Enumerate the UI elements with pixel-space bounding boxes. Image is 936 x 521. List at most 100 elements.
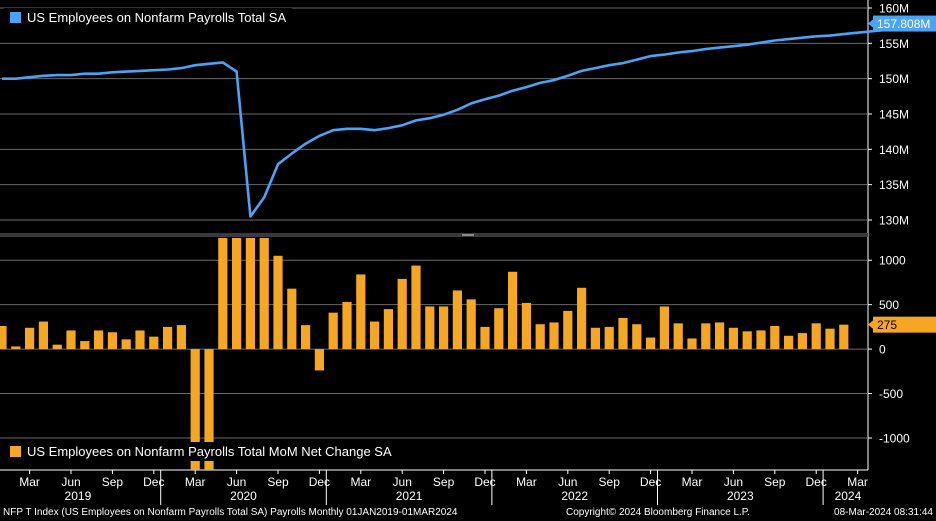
x-year-label: 2022 [561,489,588,503]
x-month-label: Mar [516,475,537,489]
bar [673,323,683,350]
bar [508,271,518,350]
line-ytick-label: 130M [879,213,909,227]
bar [646,337,656,350]
bar [301,325,311,350]
x-month-label: Mar [185,475,206,489]
bar-last-value-pointer [868,319,874,330]
bar [121,339,131,350]
x-month-label: Sep [599,475,621,489]
bar [632,324,642,350]
bar [107,332,117,350]
bar-ytick-label: 1000 [879,254,906,268]
footer-copyright: Copyright© 2024 Bloomberg Finance L.P. [566,507,750,518]
bar [0,326,7,350]
line-ytick-label: 145M [879,107,909,121]
bar [563,310,573,350]
bar [66,330,76,350]
x-month-label: Mar [19,475,40,489]
panel-divider [0,233,868,237]
line-ytick-label: 135M [879,178,909,192]
line-last-value-label: 157.808M [877,17,930,31]
bar [618,318,628,350]
bar [811,323,821,350]
line-legend-label: US Employees on Nonfarm Payrolls Total S… [27,10,287,25]
x-month-label: Mar [350,475,371,489]
bar-last-value-label: 275 [877,318,897,332]
x-month-label: Jun [393,475,412,489]
line-legend-swatch [10,12,21,23]
bar [11,346,21,350]
bar-ytick-label: 0 [879,343,886,357]
bar [494,308,504,350]
bar [80,341,90,350]
x-month-label: Jun [724,475,743,489]
footer-source: NFP T Index (US Employees on Nonfarm Pay… [3,507,458,518]
x-year-label: 2024 [835,489,862,503]
bar [439,306,449,350]
x-month-label: Sep [267,475,289,489]
bar-last-value-box [873,316,936,333]
bar [452,290,462,350]
x-year-label: 2023 [727,489,754,503]
line-legend: US Employees on Nonfarm Payrolls Total S… [4,8,293,27]
bar [218,238,228,350]
bar [383,309,393,350]
chart-canvas: 130M 135M 140M 145M 150M 155M 160M -1000 -500 0 50… [0,0,936,505]
bar [687,338,697,350]
x-month-label: Mar [847,475,868,489]
bar [204,349,214,470]
bar [839,324,849,350]
bar [797,333,807,350]
line-last-value-box [873,15,936,32]
bar [328,312,338,350]
x-month-label: Dec [309,475,330,489]
bar [659,306,669,350]
bar [163,326,173,350]
bar [604,326,614,350]
bar-legend: US Employees on Nonfarm Payrolls Total M… [4,442,398,461]
bar [314,349,324,371]
bar-ytick-label: 500 [879,298,899,312]
bar [770,326,780,350]
bar [715,322,725,350]
x-month-label: Sep [764,475,786,489]
line-ytick-label: 140M [879,143,909,157]
bar [176,325,186,350]
bar-ytick-label: -500 [879,387,903,401]
bar [784,335,794,350]
x-month-label: Dec [143,475,164,489]
bar [577,287,587,350]
x-month-label: Dec [474,475,495,489]
bar-ytick-label: -1000 [879,432,910,446]
bar [825,328,835,350]
line-ytick-label: 150M [879,72,909,86]
footer: NFP T Index (US Employees on Nonfarm Pay… [0,506,936,521]
bar-legend-label: US Employees on Nonfarm Payrolls Total M… [27,444,392,459]
bar [425,306,435,350]
bar [356,274,366,350]
bar [38,321,48,350]
bar [149,336,159,350]
bar [549,322,559,350]
bar [756,330,766,350]
x-month-label: Sep [433,475,455,489]
bar [232,238,242,350]
bar [370,321,380,350]
line-ytick-label: 160M [879,2,909,16]
bar [742,331,752,350]
x-month-label: Jun [61,475,80,489]
bar [466,299,476,350]
bar [411,265,421,350]
bar [190,349,200,470]
bar [287,288,297,350]
panel-resize-handle [462,234,474,236]
bar [521,302,531,350]
bar [728,327,738,350]
x-year-label: 2021 [396,489,423,503]
bar [25,327,35,350]
bar [94,330,104,350]
bar [245,238,255,350]
footer-timestamp: 08-Mar-2024 08:31:44 [834,507,933,518]
bar [701,323,711,350]
